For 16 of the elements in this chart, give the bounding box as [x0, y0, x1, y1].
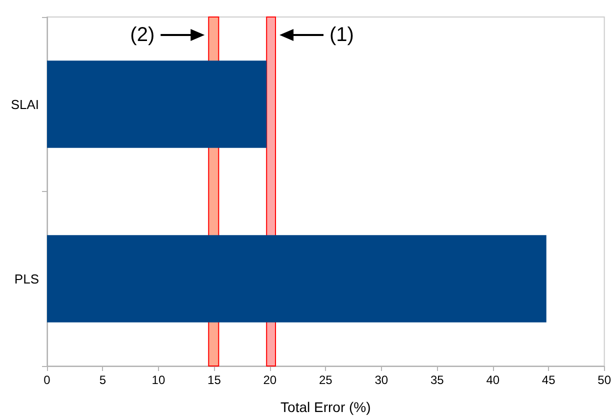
x-tick-label: 40: [486, 373, 500, 387]
x-tick-label: 30: [374, 373, 388, 387]
x-axis-title: Total Error (%): [280, 399, 371, 415]
y-tick-label: SLAI: [10, 96, 39, 112]
x-tick-label: 25: [318, 373, 333, 387]
x-tick-label: 35: [430, 373, 444, 387]
x-tick-label: 45: [542, 373, 556, 387]
x-tick-label: 5: [99, 373, 106, 387]
x-tick-label: 10: [152, 373, 166, 387]
y-tick-label: PLS: [14, 271, 40, 286]
band-label: (1): [330, 24, 354, 46]
x-tick-label: 20: [263, 373, 277, 387]
x-tick-label: 50: [598, 373, 612, 387]
band-label: (2): [130, 24, 155, 46]
x-tick-label: 0: [44, 373, 51, 387]
x-tick-label: 15: [208, 373, 222, 387]
